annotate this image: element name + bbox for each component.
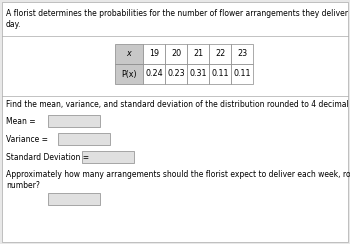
Text: Mean =: Mean =: [6, 116, 36, 125]
Text: 20: 20: [171, 50, 181, 59]
Bar: [143, 64, 165, 84]
Text: 0.11: 0.11: [211, 70, 229, 79]
Text: Variance =: Variance =: [6, 134, 48, 143]
Bar: [143, 44, 165, 64]
Bar: [231, 44, 253, 64]
Bar: [82, 151, 134, 163]
Text: Approximately how many arrangements should the florist expect to deliver each we: Approximately how many arrangements shou…: [6, 170, 350, 179]
Bar: [48, 115, 100, 127]
Text: 0.31: 0.31: [189, 70, 207, 79]
Bar: [165, 44, 187, 64]
Text: x: x: [127, 50, 131, 59]
Text: 0.24: 0.24: [145, 70, 163, 79]
Bar: [165, 64, 187, 84]
Text: Find the mean, variance, and standard deviation of the distribution rounded to 4: Find the mean, variance, and standard de…: [6, 100, 350, 109]
Bar: [115, 44, 143, 64]
Bar: [209, 64, 231, 84]
Text: number?: number?: [6, 181, 40, 190]
Text: 0.11: 0.11: [233, 70, 251, 79]
Text: 22: 22: [215, 50, 225, 59]
Bar: [187, 44, 209, 64]
Text: 19: 19: [149, 50, 159, 59]
Bar: [187, 64, 209, 84]
Text: A florist determines the probabilities for the number of flower arrangements the: A florist determines the probabilities f…: [6, 9, 350, 18]
Text: Standard Deviation =: Standard Deviation =: [6, 152, 89, 162]
Bar: [231, 64, 253, 84]
Text: day.: day.: [6, 20, 21, 29]
Bar: [58, 133, 110, 145]
Text: P(x): P(x): [121, 70, 137, 79]
Bar: [209, 44, 231, 64]
Bar: [48, 193, 100, 205]
Text: 23: 23: [237, 50, 247, 59]
Text: 21: 21: [193, 50, 203, 59]
Text: 0.23: 0.23: [167, 70, 185, 79]
Bar: [115, 64, 143, 84]
